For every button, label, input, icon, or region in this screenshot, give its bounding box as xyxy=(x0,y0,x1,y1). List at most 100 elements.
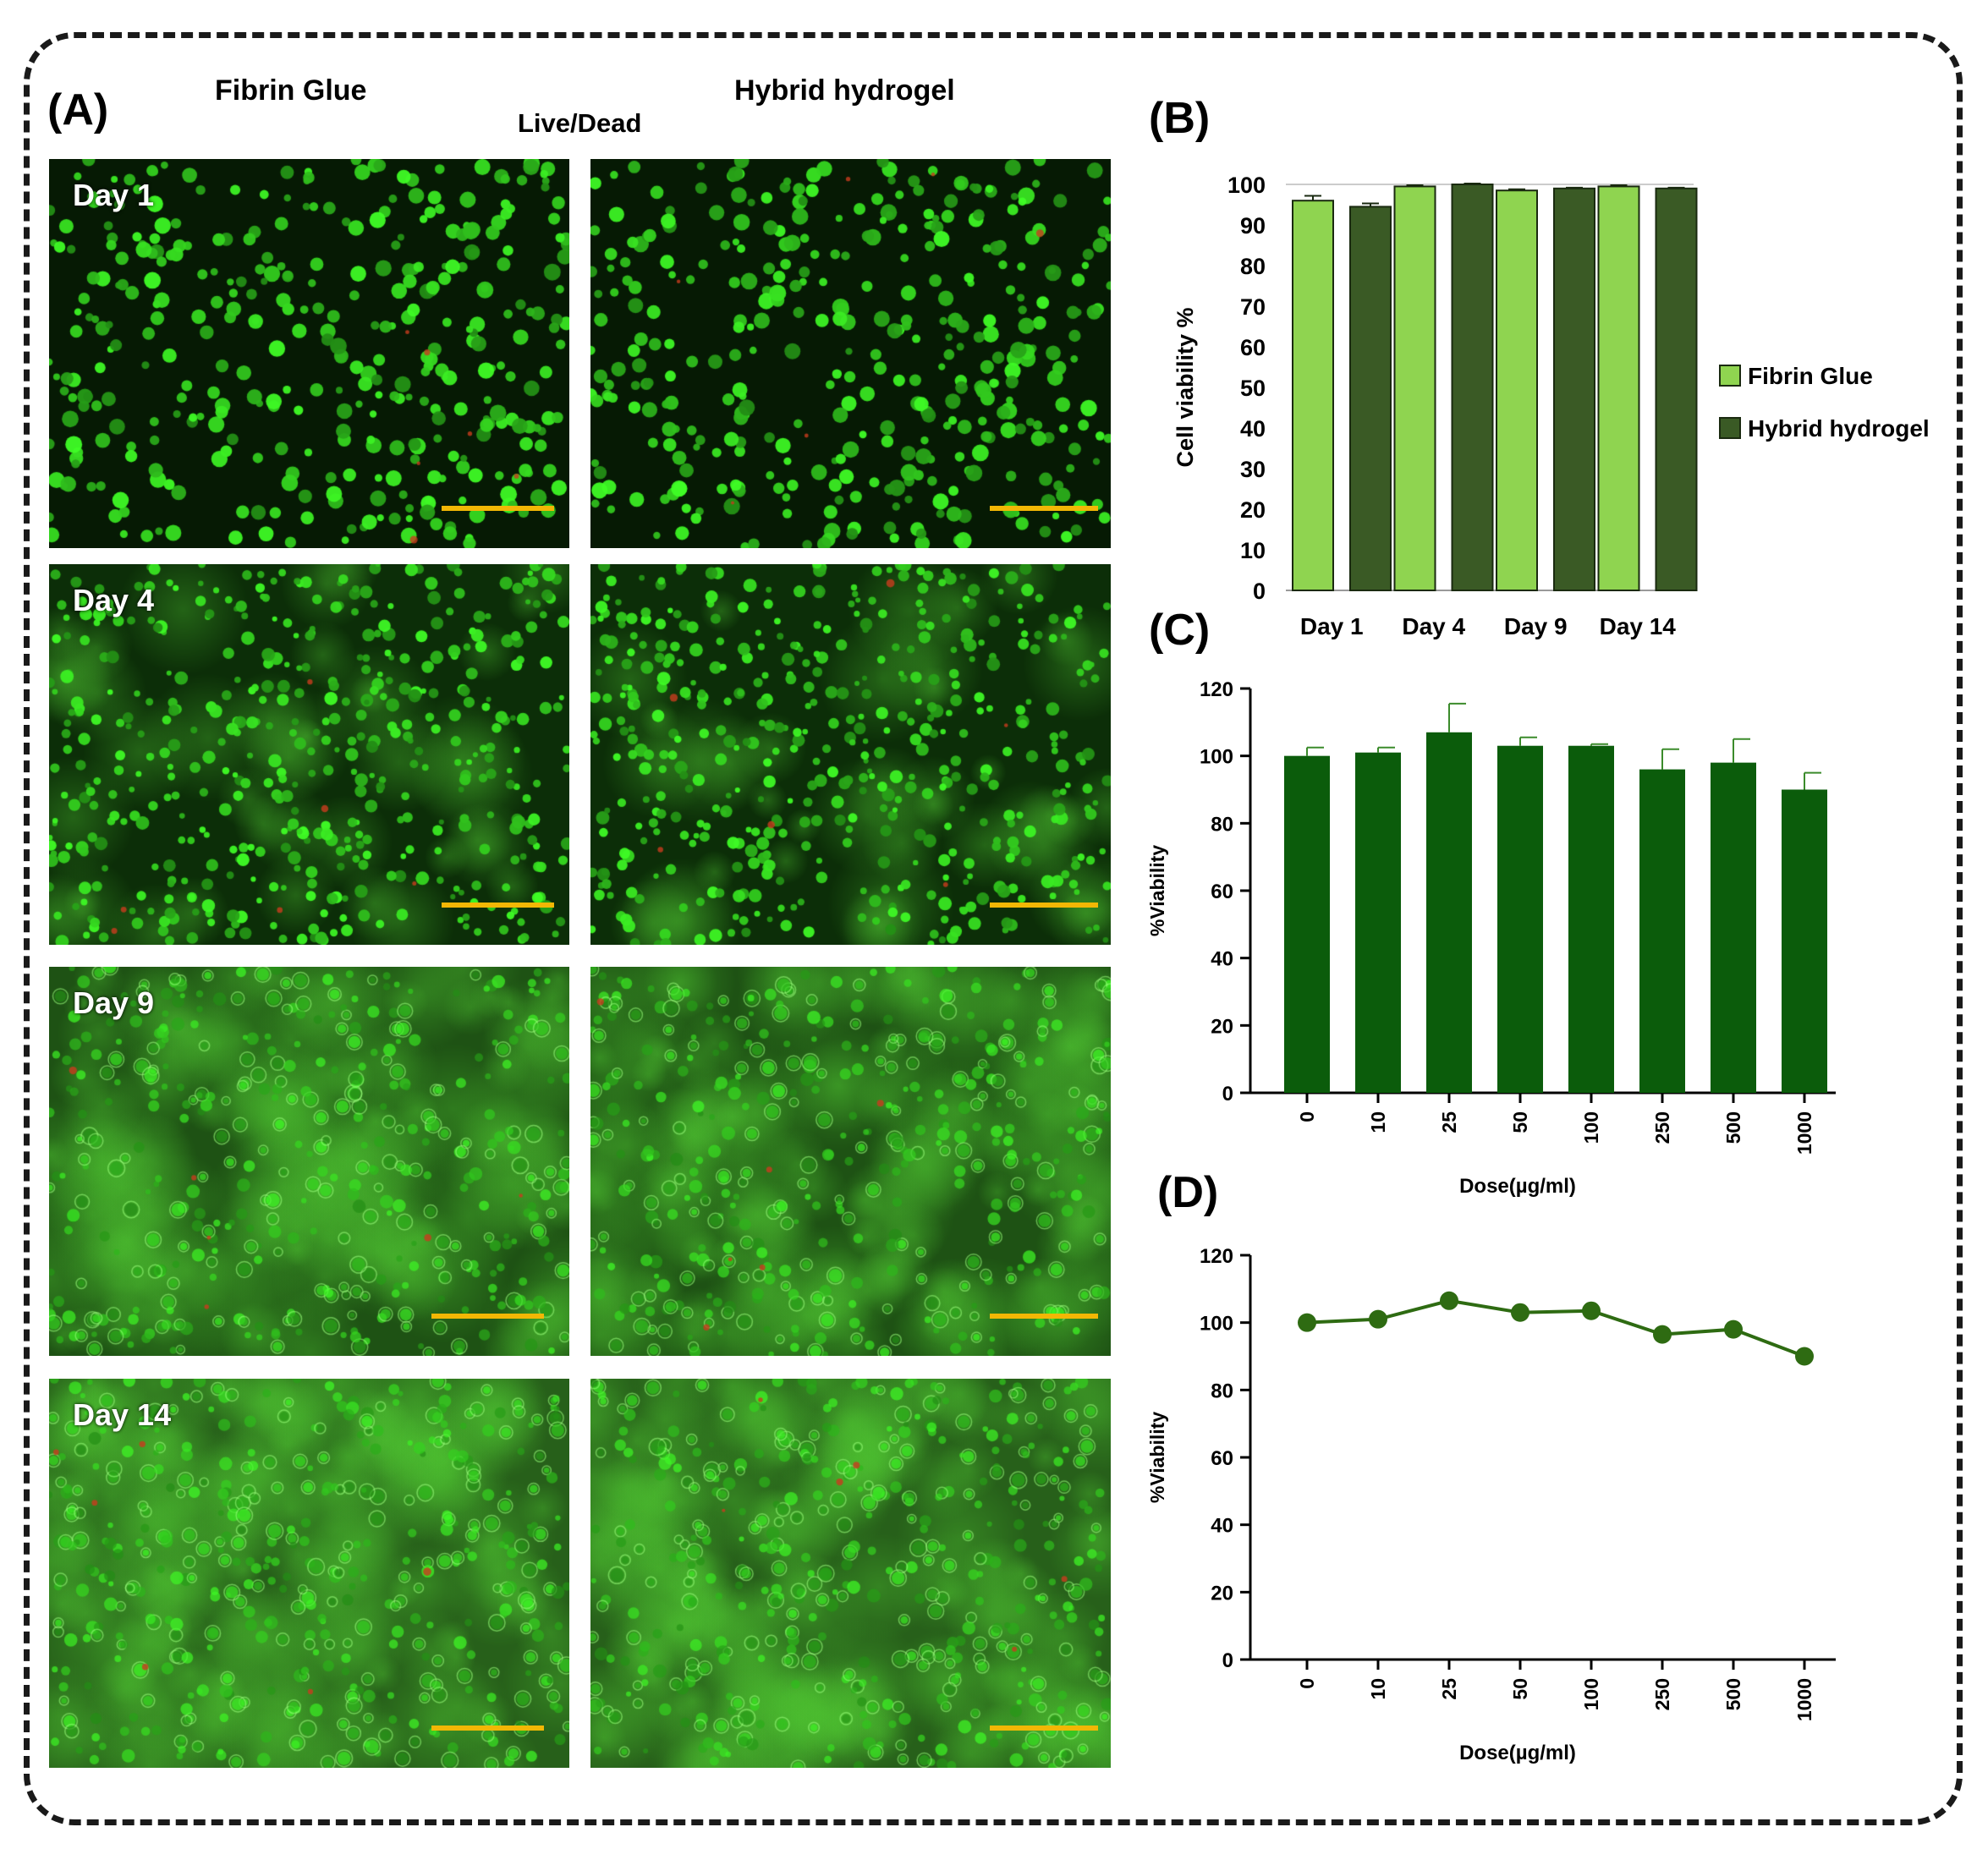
micrograph-image xyxy=(49,967,569,1356)
scale-bar xyxy=(431,1314,544,1319)
micrograph-image xyxy=(590,1379,1111,1768)
y-tick-label: 80 xyxy=(1211,1380,1233,1402)
bar-dose-500 xyxy=(1711,762,1756,1093)
micrograph-hybrid-hydrogel-day-4 xyxy=(590,1379,1111,1768)
x-tick-label: Day 1 xyxy=(1300,613,1364,639)
bar-fibrin-glue-day-14 xyxy=(1597,185,1640,592)
x-tick-label: 50 xyxy=(1509,1111,1531,1133)
y-axis-label: %Viability xyxy=(1146,1412,1168,1503)
bar-dose-0 xyxy=(1284,755,1330,1093)
x-tick-label: 0 xyxy=(1296,1678,1318,1689)
data-point-dose-0 xyxy=(1298,1313,1316,1332)
series-line xyxy=(1306,1298,1805,1358)
bar-dose-25 xyxy=(1426,732,1472,1093)
micrograph-image xyxy=(49,1379,569,1768)
x-tick-label: 25 xyxy=(1438,1111,1460,1133)
bar-hybrid-hydrogel-day-4 xyxy=(1451,184,1494,591)
y-tick-label: 90 xyxy=(1240,213,1266,239)
day-label: Day 4 xyxy=(73,583,155,617)
y-tick-label: 0 xyxy=(1253,579,1266,604)
bar-hybrid-hydrogel-day-14 xyxy=(1655,187,1698,592)
data-point-dose-25 xyxy=(1440,1291,1458,1310)
x-tick-label: Day 4 xyxy=(1402,613,1465,639)
scale-bar xyxy=(442,506,554,511)
micrograph-hybrid-hydrogel-day-2 xyxy=(590,564,1111,945)
y-tick-label: 40 xyxy=(1211,1515,1233,1538)
panel-d-letter: (D) xyxy=(1157,1168,1219,1217)
bar-dose-50 xyxy=(1497,745,1543,1093)
chart-d-viability-line-by-dose: 0 20 40 60 80 100 120 %Viability 0 10 25 50 100 250 50… xyxy=(1146,1245,1836,1764)
y-tick-label: 120 xyxy=(1200,678,1233,701)
y-tick-label: 100 xyxy=(1200,746,1233,769)
y-tick-label: 40 xyxy=(1240,416,1266,442)
day-label: Day 14 xyxy=(73,1397,172,1432)
y-axis-label: %Viability xyxy=(1146,845,1168,936)
y-tick-label: 0 xyxy=(1222,1083,1233,1106)
scale-bar xyxy=(442,903,554,908)
y-tick-label: 60 xyxy=(1211,881,1233,903)
scale-bar xyxy=(990,506,1098,511)
x-tick-label: 10 xyxy=(1367,1111,1389,1133)
y-tick-label: 20 xyxy=(1211,1015,1233,1038)
micrograph-image xyxy=(49,159,569,548)
y-tick-label: 20 xyxy=(1240,497,1266,523)
x-tick-label: 500 xyxy=(1722,1111,1744,1144)
micrograph-fibrin-glue-day-3: Day 9 xyxy=(49,967,569,1356)
scale-bar xyxy=(990,1726,1098,1731)
x-tick-label: 500 xyxy=(1722,1678,1744,1710)
micrograph-image xyxy=(49,564,569,945)
y-tick-label: 0 xyxy=(1222,1649,1233,1672)
dashed-figure-border xyxy=(24,32,1963,1825)
scale-bar xyxy=(990,903,1098,908)
panel-a-letter: (A) xyxy=(47,85,109,134)
bar-dose-100 xyxy=(1568,745,1614,1093)
micrograph-fibrin-glue-day-2: Day 4 xyxy=(49,564,569,945)
live-dead-subtitle: Live/Dead xyxy=(518,108,642,138)
y-tick-label: 80 xyxy=(1211,813,1233,836)
bar-hybrid-hydrogel-day-1 xyxy=(1349,206,1392,592)
x-tick-label: 1000 xyxy=(1793,1678,1815,1721)
x-tick-label: Day 9 xyxy=(1504,613,1568,639)
data-point-dose-1000 xyxy=(1795,1347,1814,1366)
y-tick-label: 40 xyxy=(1211,948,1233,971)
x-tick-label: 250 xyxy=(1651,1678,1673,1710)
legend-swatch-hybrid-hydrogel xyxy=(1719,417,1741,439)
y-tick-label: 70 xyxy=(1240,294,1266,320)
x-tick-label: 1000 xyxy=(1793,1111,1815,1155)
chart-b-cell-viability-by-day: 0 10 20 30 40 50 60 70 80 90 100 Cell viability % Da… xyxy=(1172,173,1930,639)
data-point-dose-250 xyxy=(1653,1325,1672,1344)
panel-b-letter: (B) xyxy=(1149,94,1211,143)
x-tick-label: 10 xyxy=(1367,1678,1389,1700)
data-point-dose-50 xyxy=(1511,1303,1529,1322)
micrograph-image xyxy=(590,564,1111,945)
micrograph-fibrin-glue-day-4: Day 14 xyxy=(49,1379,569,1768)
day-label: Day 9 xyxy=(73,985,155,1020)
bar-dose-1000 xyxy=(1782,789,1827,1093)
panel-c-letter: (C) xyxy=(1149,606,1211,655)
y-tick-label: 50 xyxy=(1240,376,1266,401)
micrograph-hybrid-hydrogel-day-3 xyxy=(590,967,1111,1356)
x-tick-label: 100 xyxy=(1580,1678,1602,1710)
x-tick-label: 100 xyxy=(1580,1111,1602,1144)
legend-swatch-fibrin-glue xyxy=(1719,365,1741,387)
micrograph-hybrid-hydrogel-day-1 xyxy=(590,159,1111,548)
bar-dose-10 xyxy=(1355,752,1401,1093)
bar-fibrin-glue-day-4 xyxy=(1393,185,1436,592)
y-tick-label: 100 xyxy=(1200,1313,1233,1336)
x-tick-label: 0 xyxy=(1296,1111,1318,1122)
micrograph-image xyxy=(590,967,1111,1356)
scale-bar xyxy=(990,1314,1098,1319)
data-point-dose-100 xyxy=(1582,1301,1601,1320)
bar-dose-250 xyxy=(1639,769,1685,1093)
legend-label-fibrin-glue: Fibrin Glue xyxy=(1748,363,1873,389)
y-tick-label: 60 xyxy=(1211,1447,1233,1470)
x-tick-label: 250 xyxy=(1651,1111,1673,1144)
column-title-hybrid-hydrogel: Hybrid hydrogel xyxy=(734,74,955,107)
y-tick-label: 60 xyxy=(1240,335,1266,360)
scale-bar xyxy=(431,1726,544,1731)
day-label: Day 1 xyxy=(73,178,155,212)
bar-hybrid-hydrogel-day-9 xyxy=(1553,187,1595,592)
chart-c-viability-bars-by-dose: 0 20 40 60 80 100 120 %Viability 0 10 25 50 100 250 50… xyxy=(1146,678,1836,1198)
column-title-fibrin-glue: Fibrin Glue xyxy=(215,74,367,107)
x-tick-label: 25 xyxy=(1438,1678,1460,1700)
